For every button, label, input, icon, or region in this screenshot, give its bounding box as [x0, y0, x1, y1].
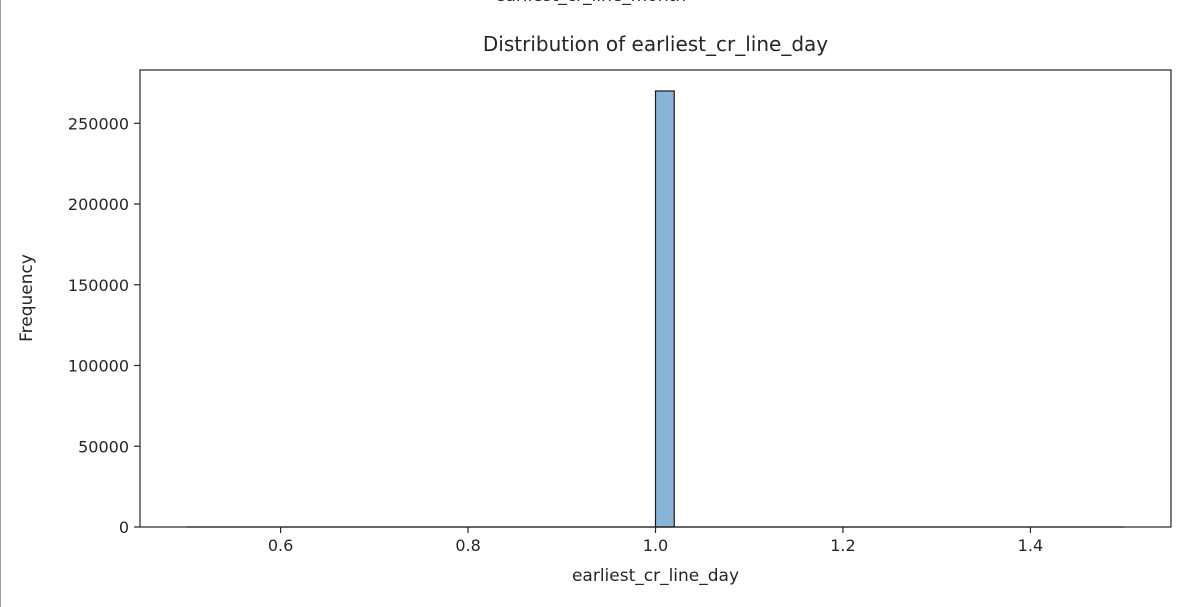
bars-group	[654, 90, 675, 528]
y-tick-label: 100000	[68, 357, 129, 376]
plot-frame	[139, 69, 1172, 528]
x-tick-label: 0.8	[455, 536, 480, 555]
y-tick-label: 200000	[68, 195, 129, 214]
chart-title: Distribution of earliest_cr_line_day	[482, 32, 829, 56]
y-tick-label: 0	[119, 518, 129, 537]
y-tick-label: 250000	[68, 114, 129, 133]
x-tick-label: 1.4	[1018, 536, 1043, 555]
histogram-bar	[654, 90, 675, 528]
window-left-border	[0, 0, 1, 607]
x-tick-label: 1.2	[830, 536, 855, 555]
x-ticks-group: 0.6 0.8 1.0 1.2 1.4	[268, 527, 1043, 555]
y-tick-label: 50000	[78, 437, 129, 456]
y-ticks-group: 0 50000 100000 150000 200000 250000	[68, 114, 140, 537]
y-tick-label: 150000	[68, 276, 129, 295]
x-tick-label: 0.6	[268, 536, 293, 555]
x-tick-label: 1.0	[643, 536, 668, 555]
x-axis-label: earliest_cr_line_day	[571, 566, 740, 586]
upper-chart-xlabel: earliest_cr_line_month	[0, 0, 1181, 6]
